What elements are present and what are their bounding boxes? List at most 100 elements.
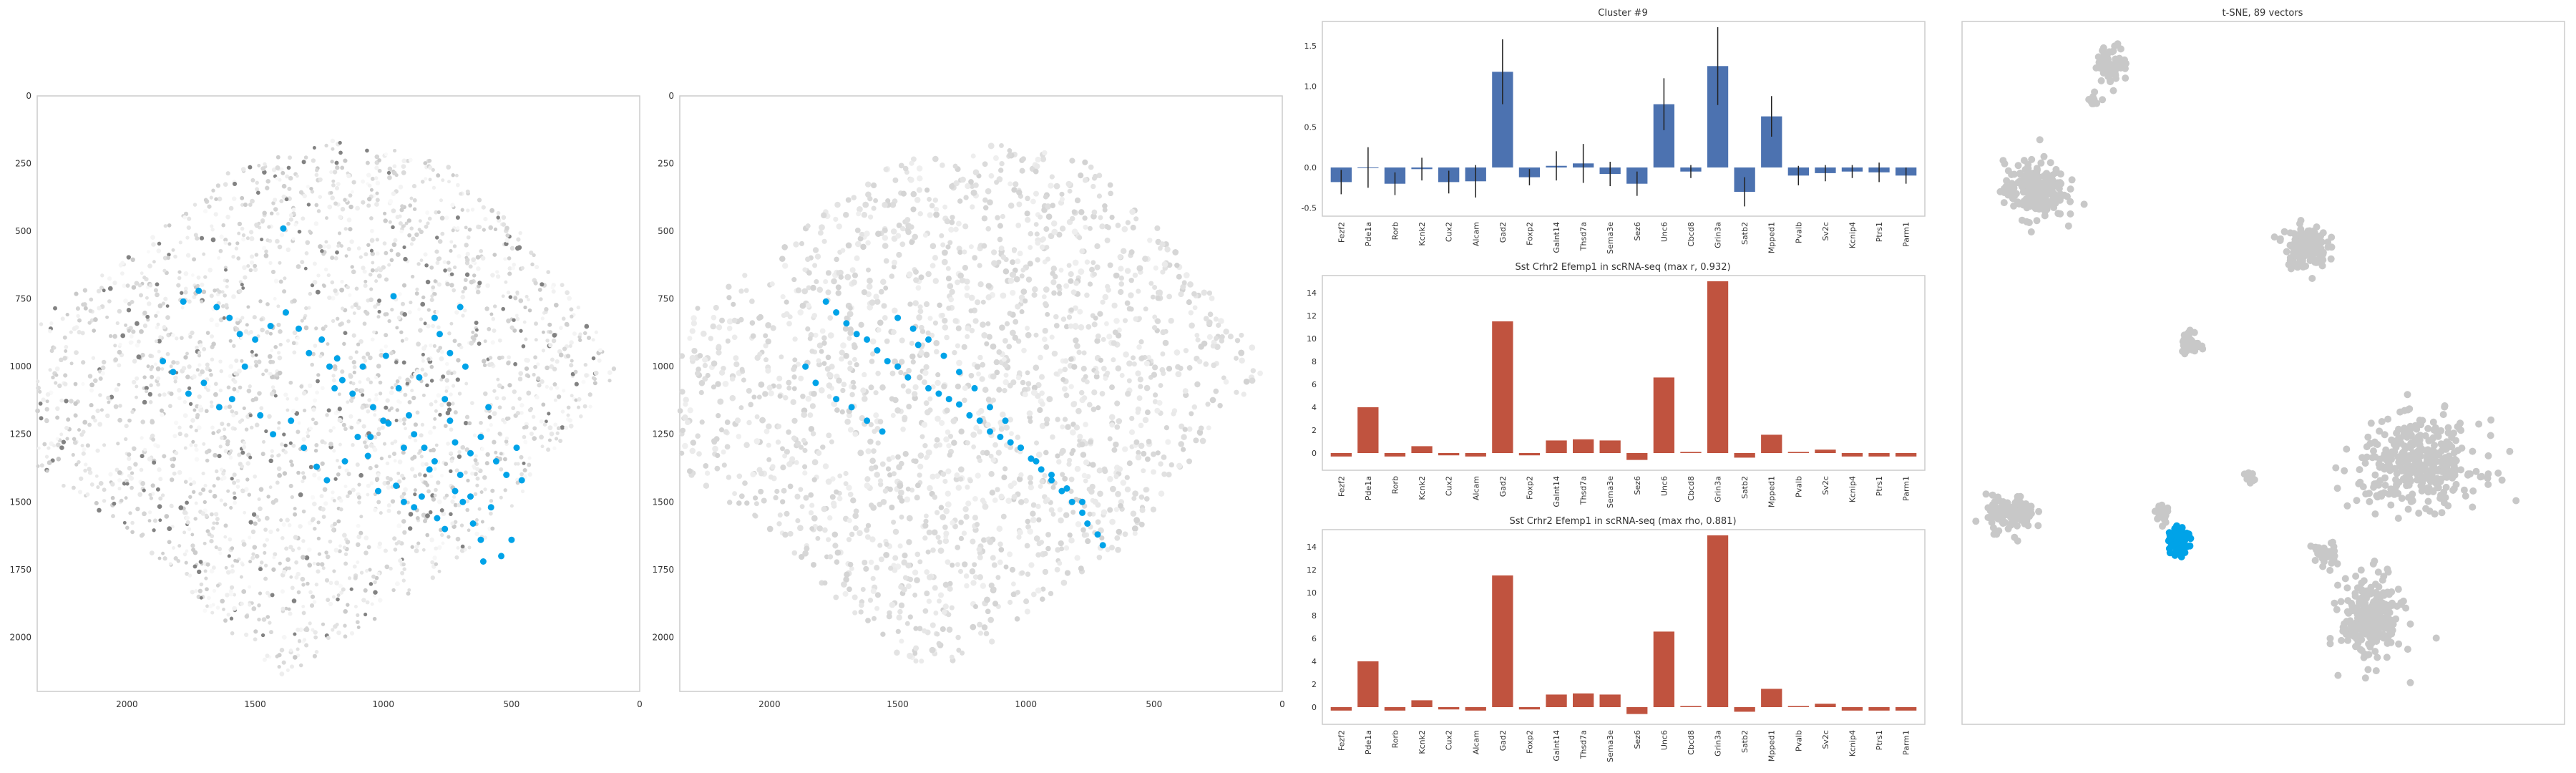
background-cell — [199, 235, 205, 240]
background-cell — [718, 317, 726, 324]
background-cell — [832, 543, 839, 549]
background-cell — [223, 523, 228, 528]
background-cell — [393, 238, 398, 243]
background-cell — [152, 528, 156, 533]
background-cell — [512, 328, 517, 333]
background-cell — [139, 329, 144, 334]
background-cell — [385, 461, 390, 466]
background-cell — [397, 479, 402, 484]
background-cell — [341, 422, 346, 427]
background-cell — [213, 288, 217, 293]
background-cell — [93, 317, 98, 322]
background-cell — [944, 407, 950, 414]
background-cell — [137, 339, 141, 344]
background-cell — [257, 617, 261, 622]
background-cell — [384, 564, 390, 570]
background-cell — [279, 199, 284, 204]
background-cell — [831, 531, 839, 538]
background-cell — [475, 467, 480, 472]
background-cell — [857, 530, 863, 537]
background-cell — [1239, 357, 1245, 364]
background-cell — [117, 417, 122, 423]
background-cell — [739, 366, 745, 372]
background-cell — [765, 322, 771, 329]
background-cell — [474, 461, 479, 466]
background-cell — [712, 445, 718, 452]
background-cell — [368, 272, 373, 277]
background-cell — [1084, 259, 1091, 265]
background-cell — [289, 460, 293, 464]
background-cell — [196, 425, 202, 430]
background-cell — [313, 344, 318, 348]
background-cell — [1136, 288, 1141, 294]
background-cell — [372, 447, 378, 452]
background-cell — [237, 452, 242, 457]
background-cell — [955, 325, 962, 331]
background-cell — [192, 257, 197, 262]
background-cell — [204, 513, 209, 518]
background-cell — [1068, 307, 1074, 313]
background-cell — [180, 336, 184, 341]
background-cell — [489, 423, 493, 427]
background-cell — [275, 238, 280, 244]
background-cell — [177, 432, 182, 437]
background-cell — [447, 402, 452, 407]
cluster-point — [441, 525, 449, 533]
background-cell — [1091, 213, 1097, 220]
background-cell — [419, 317, 424, 321]
background-cell — [94, 474, 99, 478]
background-cell — [789, 456, 796, 462]
cluster-point — [879, 428, 886, 435]
background-cell — [844, 571, 850, 578]
background-cell — [891, 259, 898, 266]
background-cell — [253, 474, 258, 479]
background-cell — [819, 349, 824, 354]
background-cell — [1079, 441, 1085, 448]
background-cell — [527, 308, 532, 313]
background-cell — [333, 548, 339, 553]
background-cell — [782, 453, 788, 459]
background-cell — [449, 469, 453, 474]
cluster-point — [485, 404, 492, 411]
background-cell — [260, 327, 265, 333]
background-cell — [924, 455, 930, 460]
background-cell — [482, 475, 487, 480]
background-cell — [1004, 321, 1010, 326]
background-cell — [840, 342, 847, 349]
background-cell — [308, 590, 313, 595]
background-cell — [185, 515, 190, 520]
background-cell — [391, 191, 396, 196]
background-cell — [354, 387, 359, 392]
background-cell — [231, 196, 237, 201]
background-cell — [731, 301, 736, 307]
cluster-point — [945, 396, 952, 403]
background-cell — [265, 179, 270, 184]
background-cell — [169, 392, 174, 397]
background-cell — [1067, 457, 1073, 463]
background-cell — [140, 481, 146, 486]
background-cell — [269, 211, 274, 215]
background-cell — [736, 473, 743, 480]
background-cell — [781, 487, 787, 494]
background-cell — [348, 398, 353, 402]
background-cell — [550, 286, 555, 290]
background-cell — [270, 449, 274, 453]
background-cell — [962, 223, 969, 230]
background-cell — [1018, 294, 1025, 301]
background-cell — [891, 520, 897, 525]
background-cell — [1001, 356, 1007, 362]
background-cell — [332, 569, 336, 573]
cluster-point — [966, 412, 973, 419]
background-cell — [136, 354, 142, 360]
background-cell — [552, 333, 557, 338]
background-cell — [226, 422, 230, 427]
background-cell — [1091, 260, 1096, 266]
background-cell — [1028, 245, 1033, 251]
background-cell — [837, 473, 843, 479]
background-cell — [85, 443, 90, 448]
background-cell — [794, 493, 801, 500]
background-cell — [1085, 324, 1092, 330]
background-cell — [265, 538, 270, 542]
background-cell — [955, 545, 960, 550]
background-cell — [294, 575, 299, 580]
